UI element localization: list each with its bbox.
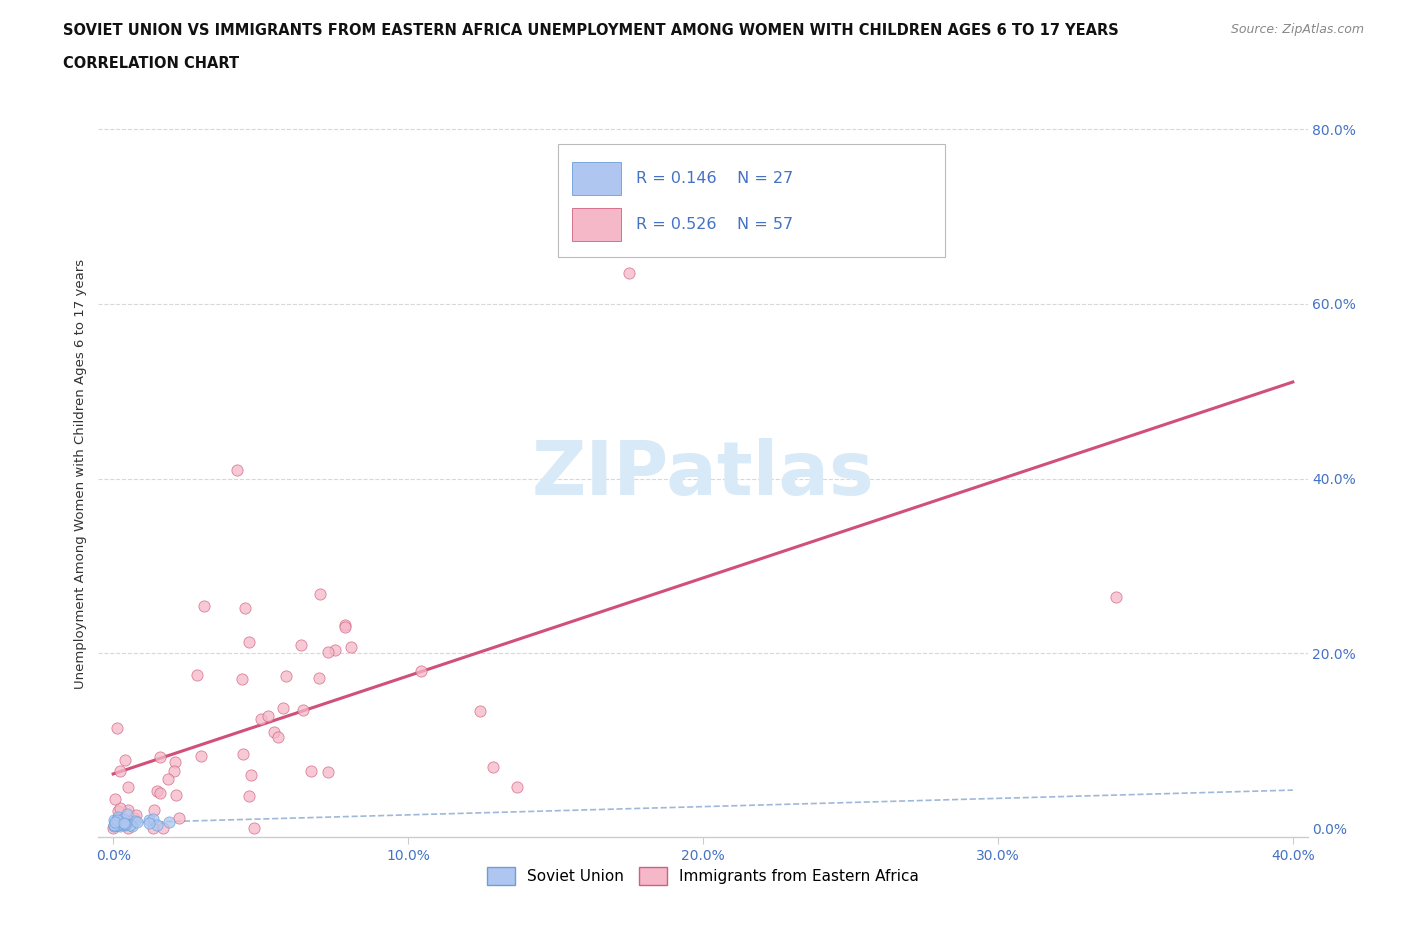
Point bbox=[167, 811, 190, 826]
Point bbox=[121, 818, 143, 833]
Point bbox=[108, 764, 131, 778]
Point bbox=[142, 821, 165, 836]
Text: R = 0.526    N = 57: R = 0.526 N = 57 bbox=[637, 217, 793, 232]
Point bbox=[309, 587, 332, 602]
Point bbox=[190, 749, 212, 764]
Point bbox=[103, 817, 125, 832]
Point bbox=[107, 810, 129, 825]
Legend: Soviet Union, Immigrants from Eastern Africa: Soviet Union, Immigrants from Eastern Af… bbox=[481, 861, 925, 891]
Point bbox=[105, 817, 128, 832]
Point bbox=[152, 821, 174, 836]
Point bbox=[115, 806, 138, 821]
Point bbox=[163, 754, 186, 769]
Point bbox=[103, 818, 125, 833]
Point bbox=[142, 812, 165, 827]
Point bbox=[482, 760, 505, 775]
Point bbox=[323, 643, 346, 658]
Point bbox=[186, 668, 208, 683]
Point bbox=[104, 791, 127, 806]
Point bbox=[117, 803, 139, 817]
FancyBboxPatch shape bbox=[558, 144, 945, 257]
Text: Source: ZipAtlas.com: Source: ZipAtlas.com bbox=[1230, 23, 1364, 36]
Point bbox=[103, 813, 125, 828]
Point bbox=[114, 817, 136, 832]
Point bbox=[111, 817, 134, 831]
Y-axis label: Unemployment Among Women with Children Ages 6 to 17 years: Unemployment Among Women with Children A… bbox=[75, 259, 87, 689]
Point bbox=[238, 634, 260, 649]
Point bbox=[149, 750, 172, 764]
Point bbox=[124, 813, 146, 828]
Point bbox=[110, 801, 132, 816]
Point bbox=[127, 815, 149, 830]
Point bbox=[339, 640, 361, 655]
Point bbox=[292, 702, 315, 717]
Point bbox=[138, 816, 160, 830]
Bar bbox=[572, 163, 621, 195]
Point bbox=[619, 266, 641, 281]
Point bbox=[138, 813, 160, 828]
Point bbox=[231, 747, 253, 762]
Point bbox=[333, 618, 356, 632]
Text: SOVIET UNION VS IMMIGRANTS FROM EASTERN AFRICA UNEMPLOYMENT AMONG WOMEN WITH CHI: SOVIET UNION VS IMMIGRANTS FROM EASTERN … bbox=[63, 23, 1119, 38]
Point bbox=[112, 812, 135, 827]
Point bbox=[157, 772, 180, 787]
Point bbox=[124, 811, 146, 826]
Point bbox=[103, 817, 125, 832]
Point bbox=[506, 779, 529, 794]
Point bbox=[308, 671, 330, 685]
Point bbox=[114, 817, 136, 832]
Point bbox=[105, 813, 128, 828]
Point bbox=[239, 767, 262, 782]
Point bbox=[316, 764, 339, 779]
Point bbox=[274, 669, 297, 684]
Text: CORRELATION CHART: CORRELATION CHART bbox=[63, 56, 239, 71]
Point bbox=[1105, 590, 1128, 604]
Point bbox=[242, 821, 264, 836]
Point bbox=[193, 599, 215, 614]
Point bbox=[143, 803, 166, 817]
Point bbox=[226, 462, 249, 477]
Point bbox=[146, 817, 169, 832]
Point bbox=[112, 817, 135, 831]
Point bbox=[125, 807, 148, 822]
Point bbox=[271, 701, 294, 716]
Text: ZIPatlas: ZIPatlas bbox=[531, 438, 875, 511]
Point bbox=[114, 752, 136, 767]
Point bbox=[110, 818, 132, 833]
Point bbox=[145, 784, 167, 799]
Text: R = 0.146    N = 27: R = 0.146 N = 27 bbox=[637, 171, 794, 186]
Point bbox=[231, 671, 253, 686]
Point bbox=[165, 788, 187, 803]
Point bbox=[112, 816, 135, 830]
Point bbox=[111, 817, 134, 831]
Point bbox=[257, 709, 280, 724]
Point bbox=[104, 815, 127, 830]
Bar bbox=[572, 208, 621, 241]
Point bbox=[117, 821, 139, 836]
Point bbox=[316, 644, 339, 659]
Point bbox=[238, 789, 260, 804]
Point bbox=[159, 815, 181, 830]
Point bbox=[290, 637, 312, 652]
Point bbox=[149, 785, 172, 800]
Point bbox=[263, 724, 285, 739]
Point bbox=[335, 620, 357, 635]
Point bbox=[105, 721, 128, 736]
Point bbox=[107, 818, 129, 833]
Point bbox=[409, 663, 432, 678]
Point bbox=[162, 764, 184, 778]
Point bbox=[299, 764, 322, 778]
Point bbox=[107, 804, 129, 818]
Point bbox=[118, 817, 141, 832]
Point bbox=[233, 601, 256, 616]
Point bbox=[250, 711, 273, 726]
Point bbox=[117, 780, 139, 795]
Point bbox=[103, 821, 125, 836]
Point bbox=[470, 704, 492, 719]
Point bbox=[267, 729, 290, 744]
